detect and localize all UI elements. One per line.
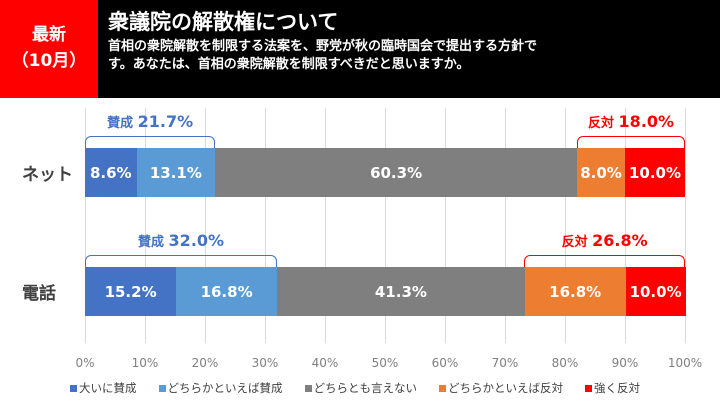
bracket [85, 136, 216, 148]
bar-segment: 10.0% [625, 148, 685, 197]
bracket-label: 賛成 32.0% [138, 231, 225, 250]
bar-segment: 15.2% [85, 267, 177, 316]
tick-label: 100% [667, 356, 703, 370]
bracket [577, 136, 685, 148]
legend-item: どちらかといえば賛成 [158, 380, 283, 396]
bracket [524, 255, 685, 267]
bar-segment: 10.0% [625, 267, 686, 316]
legend-swatch [585, 385, 592, 392]
latest-badge: 最新 （10月） [0, 0, 98, 98]
bar-segment: 8.6% [85, 148, 137, 197]
gridline [145, 108, 146, 343]
tick-label: 70% [491, 356, 519, 370]
question-text: 首相の衆院解散を制限する法案を、野党が秋の臨時国会で提出する方針です。あなたは、… [108, 39, 538, 72]
legend-swatch [439, 385, 446, 392]
tick-label: 0% [75, 356, 95, 370]
category-label: 電話 [22, 284, 56, 304]
tick-label: 20% [191, 356, 219, 370]
badge-month: （10月） [11, 51, 87, 71]
bar-segment: 16.8% [524, 267, 626, 316]
legend-swatch [70, 385, 77, 392]
gridline [265, 108, 266, 343]
legend-label: 大いに賛成 [79, 381, 137, 395]
legend-label: どちらかといえば賛成 [167, 381, 283, 395]
gridline [445, 108, 446, 343]
bracket-label: 賛成 21.7% [107, 112, 194, 131]
legend-label: どちらかといえば反対 [448, 381, 563, 395]
bar-segment: 60.3% [215, 148, 577, 197]
legend-item: どちらかといえば反対 [439, 380, 563, 396]
bracket [85, 255, 277, 267]
category-label: ネット [22, 165, 73, 185]
bar-segment: 41.3% [277, 267, 525, 316]
header-bar [0, 0, 720, 98]
legend-swatch [158, 385, 166, 392]
bar-segment: 16.8% [176, 267, 277, 316]
legend: 大いに賛成 どちらかといえば賛成 どちらとも言えない どちらかといえば反対 強く反対 [70, 380, 640, 396]
bracket-label: 反対 26.8% [561, 231, 648, 250]
badge-label: 最新 [32, 25, 66, 45]
bracket-label: 反対 18.0% [588, 112, 675, 131]
legend-label: どちらとも言えない [313, 381, 418, 395]
tick-label: 40% [311, 356, 339, 370]
bar-segment: 13.1% [136, 148, 216, 197]
legend-item: どちらとも言えない [304, 380, 418, 396]
legend-item: 強く反対 [585, 380, 640, 396]
legend-item: 大いに賛成 [70, 380, 137, 396]
gridline [565, 108, 566, 343]
tick-label: 30% [251, 356, 279, 370]
legend-label: 強く反対 [594, 381, 640, 395]
tick-label: 50% [371, 356, 399, 370]
gridline [385, 108, 386, 343]
tick-label: 80% [551, 356, 579, 370]
tick-label: 60% [431, 356, 459, 370]
gridline [325, 108, 326, 343]
tick-label: 10% [131, 356, 159, 370]
bar-segment: 8.0% [577, 148, 625, 197]
gridline [685, 108, 686, 343]
legend-swatch [304, 385, 312, 392]
gridline [505, 108, 506, 343]
gridline [625, 108, 626, 343]
tick-label: 90% [611, 356, 639, 370]
gridline [85, 108, 86, 343]
page-title: 衆議院の解散権について [108, 10, 339, 34]
gridline [205, 108, 206, 343]
